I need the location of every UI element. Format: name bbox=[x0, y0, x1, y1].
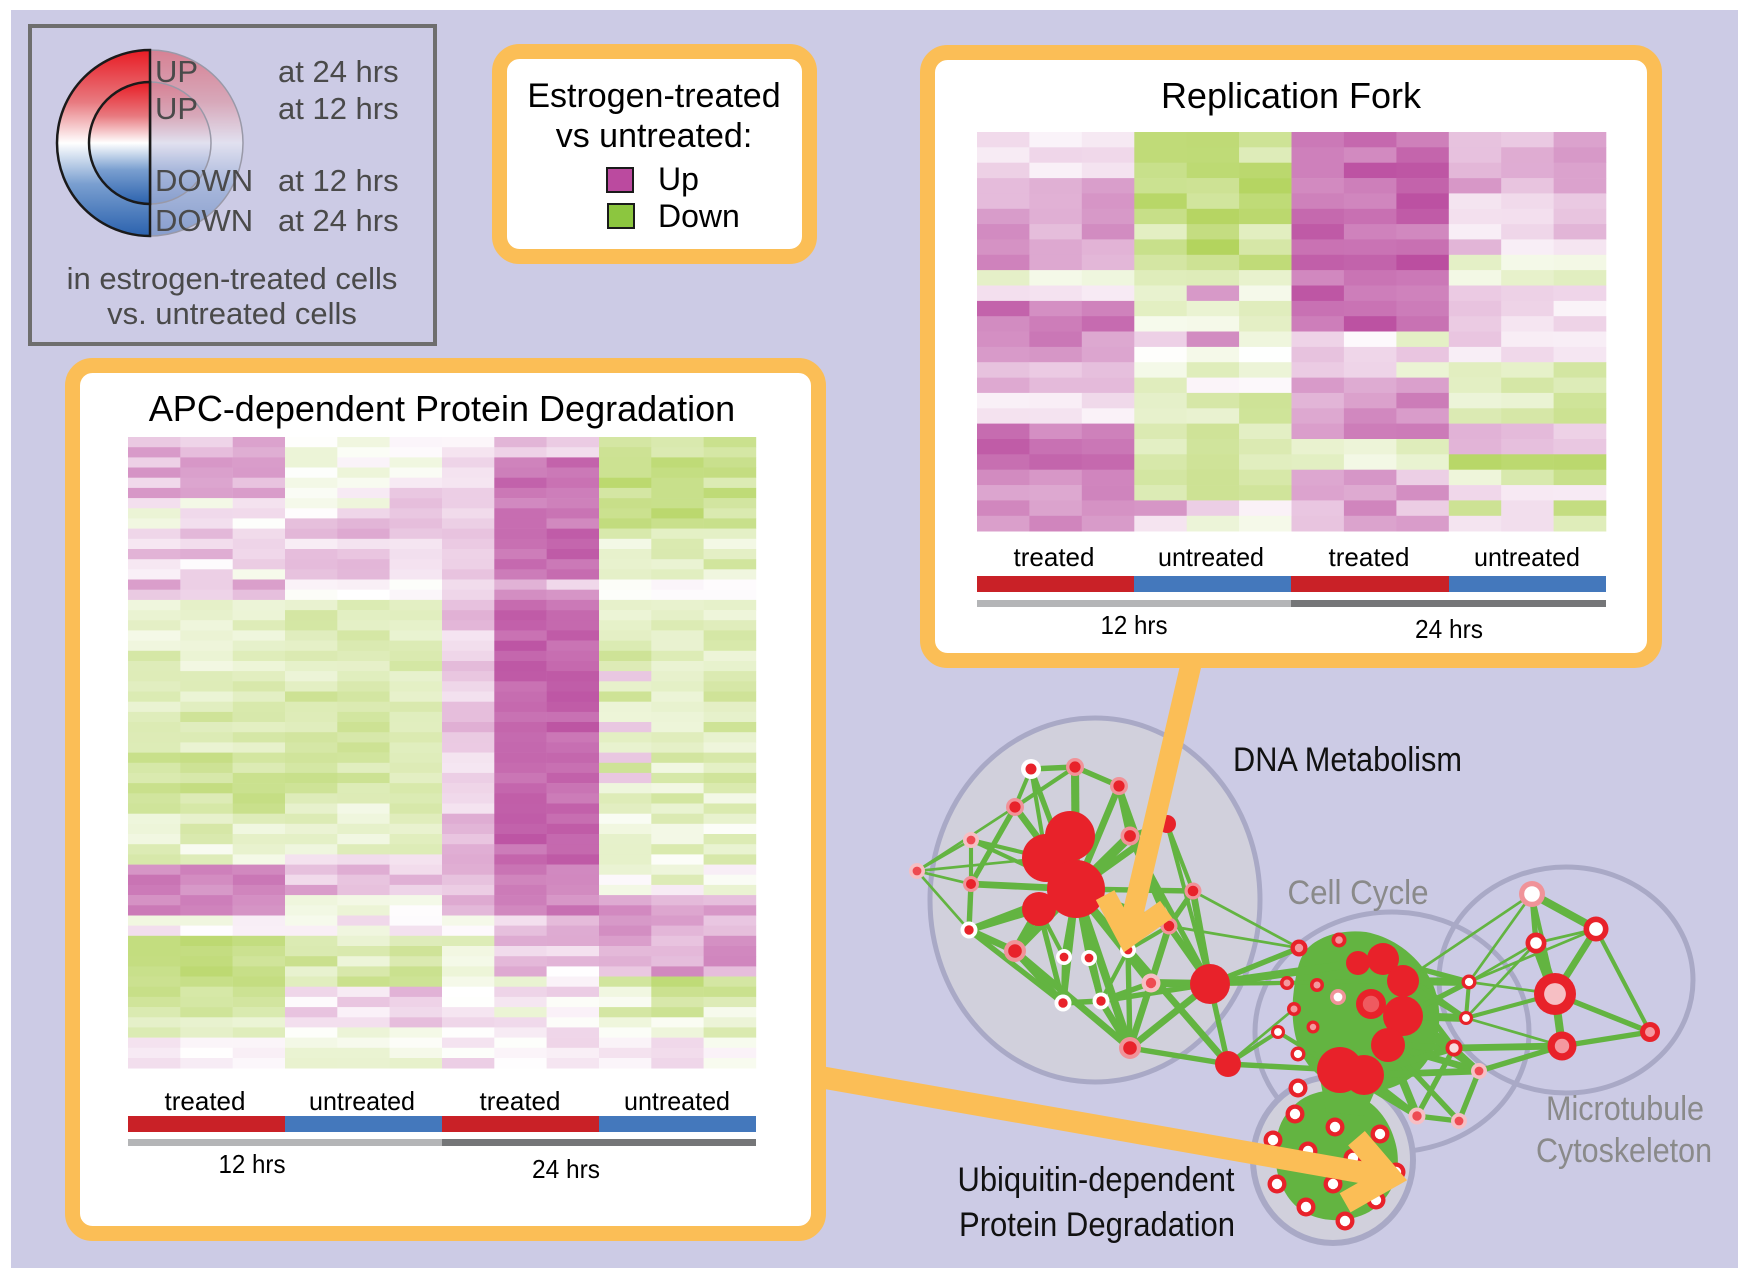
svg-text:treated: treated bbox=[165, 1086, 246, 1116]
svg-text:12 hrs: 12 hrs bbox=[219, 1149, 286, 1179]
svg-text:at 24 hrs: at 24 hrs bbox=[278, 54, 399, 89]
svg-text:treated: treated bbox=[1329, 542, 1410, 572]
svg-text:24 hrs: 24 hrs bbox=[1415, 614, 1483, 644]
svg-text:Estrogen-treated: Estrogen-treated bbox=[527, 77, 780, 115]
svg-text:treated: treated bbox=[1014, 542, 1095, 572]
svg-text:12 hrs: 12 hrs bbox=[1101, 610, 1168, 640]
svg-text:at 24 hrs: at 24 hrs bbox=[278, 203, 399, 238]
svg-text:UP: UP bbox=[155, 54, 198, 89]
svg-text:DOWN: DOWN bbox=[155, 163, 253, 198]
svg-text:vs. untreated cells: vs. untreated cells bbox=[107, 296, 357, 331]
svg-text:UP: UP bbox=[155, 91, 198, 126]
svg-text:untreated: untreated bbox=[1158, 542, 1264, 572]
svg-text:in estrogen-treated cells: in estrogen-treated cells bbox=[67, 261, 398, 296]
svg-text:DNA Metabolism: DNA Metabolism bbox=[1233, 741, 1462, 779]
svg-text:Protein Degradation: Protein Degradation bbox=[959, 1206, 1235, 1244]
svg-text:24 hrs: 24 hrs bbox=[532, 1154, 600, 1184]
svg-text:Down: Down bbox=[658, 198, 740, 234]
svg-text:treated: treated bbox=[480, 1086, 561, 1116]
svg-text:at 12 hrs: at 12 hrs bbox=[278, 163, 399, 198]
svg-text:Microtubule: Microtubule bbox=[1546, 1090, 1704, 1128]
svg-text:APC-dependent Protein Degradat: APC-dependent Protein Degradation bbox=[149, 388, 735, 429]
svg-text:Cell Cycle: Cell Cycle bbox=[1288, 874, 1429, 912]
svg-text:DOWN: DOWN bbox=[155, 203, 253, 238]
svg-text:Up: Up bbox=[658, 161, 699, 197]
svg-text:Ubiquitin-dependent: Ubiquitin-dependent bbox=[958, 1161, 1236, 1199]
svg-text:untreated: untreated bbox=[309, 1086, 415, 1116]
svg-text:untreated: untreated bbox=[624, 1086, 730, 1116]
svg-text:untreated: untreated bbox=[1474, 542, 1580, 572]
svg-text:at 12 hrs: at 12 hrs bbox=[278, 91, 399, 126]
svg-text:Replication Fork: Replication Fork bbox=[1161, 75, 1422, 116]
svg-text:Cytoskeleton: Cytoskeleton bbox=[1536, 1132, 1712, 1170]
svg-text:vs untreated:: vs untreated: bbox=[556, 117, 753, 155]
